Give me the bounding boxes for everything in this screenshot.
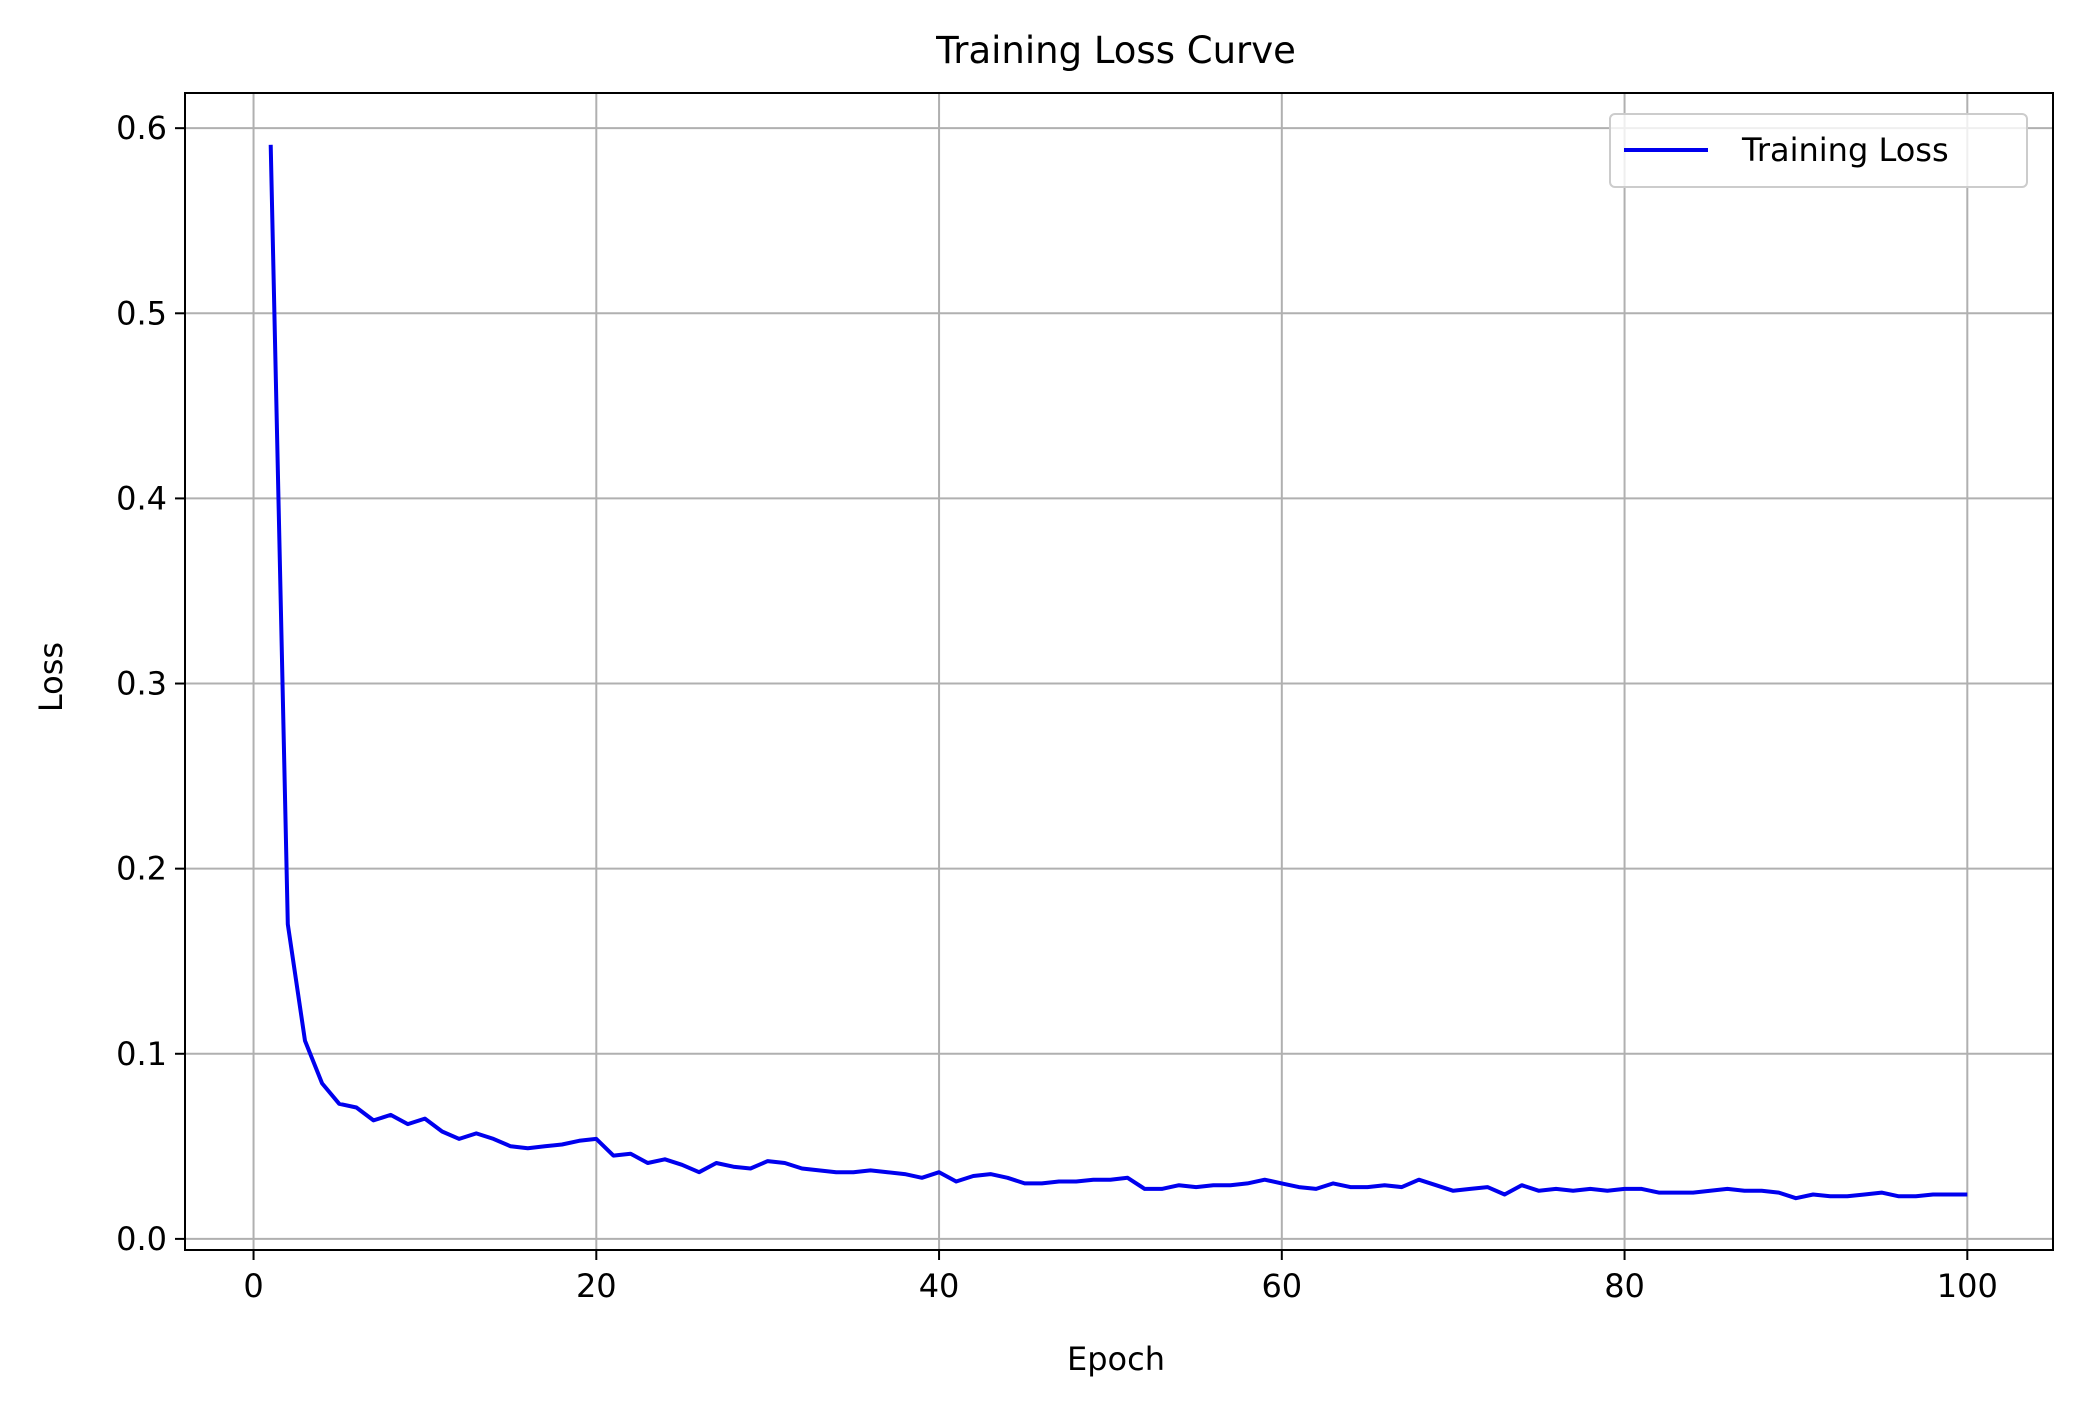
y-tick-label: 0.1 bbox=[116, 1035, 167, 1073]
y-tick-label: 0.3 bbox=[116, 665, 167, 703]
series-line-training-loss bbox=[268, 144, 1968, 1201]
series-layer bbox=[268, 144, 1968, 1201]
x-tick-label: 80 bbox=[1604, 1267, 1645, 1305]
x-tick-label: 40 bbox=[919, 1267, 960, 1305]
y-axis-label: Loss bbox=[32, 642, 70, 712]
axis-ticks: 0 20 40 60 80 100 0.0 0.1 0.2 0.3 0.4 0.5 0.6 bbox=[116, 109, 1998, 1305]
x-tick-label: 20 bbox=[576, 1267, 617, 1305]
legend: Training Loss bbox=[1609, 113, 2028, 188]
y-tick-label: 0.0 bbox=[116, 1220, 167, 1258]
y-tick-label: 0.2 bbox=[116, 850, 167, 888]
legend-box bbox=[1609, 113, 2028, 188]
x-tick-label: 100 bbox=[1937, 1267, 1998, 1305]
y-tick-label: 0.6 bbox=[116, 109, 167, 147]
chart-title: Training Loss Curve bbox=[935, 29, 1296, 72]
x-tick-label: 60 bbox=[1261, 1267, 1302, 1305]
plot-area-frame bbox=[184, 92, 2054, 1251]
y-tick-label: 0.5 bbox=[116, 294, 167, 332]
x-axis-label: Epoch bbox=[1067, 1340, 1165, 1378]
x-tick-label: 0 bbox=[243, 1267, 263, 1305]
y-tick-label: 0.4 bbox=[116, 479, 167, 517]
legend-label-training-loss: Training Loss bbox=[1741, 131, 1949, 169]
